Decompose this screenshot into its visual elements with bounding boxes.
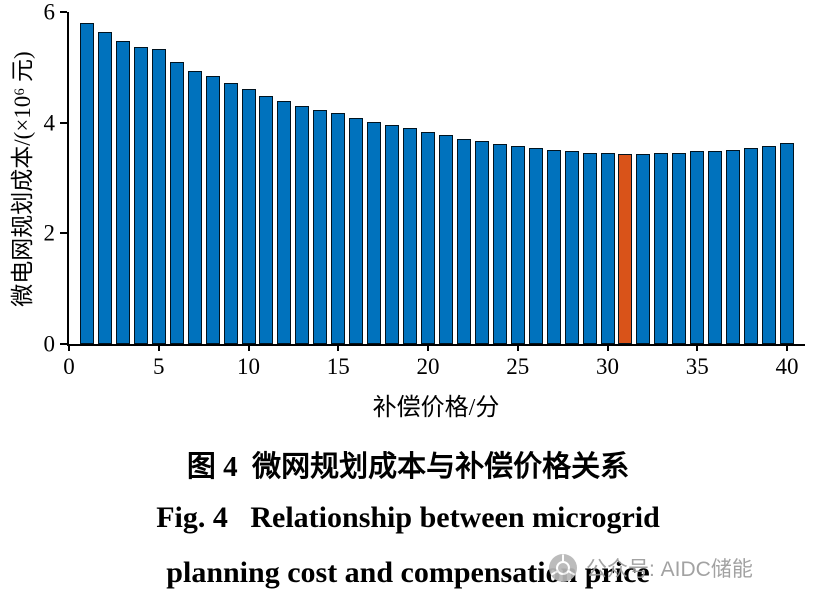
bar	[546, 149, 561, 344]
bar	[277, 101, 292, 344]
x-tick-mark	[696, 344, 699, 351]
bar	[762, 145, 777, 344]
x-tick-mark	[157, 344, 160, 351]
bar	[510, 146, 525, 344]
x-tick-mark	[337, 344, 340, 351]
bar	[600, 153, 615, 344]
x-tick-label: 10	[237, 354, 260, 379]
x-tick-mark	[427, 344, 430, 351]
bar	[672, 152, 687, 344]
bar	[582, 152, 597, 344]
bar	[780, 143, 795, 344]
bar	[654, 153, 669, 344]
bar	[456, 138, 471, 344]
bar	[187, 70, 202, 344]
bar	[313, 109, 328, 344]
x-tick-mark	[516, 344, 519, 351]
bar	[151, 49, 166, 344]
x-tick-label: 15	[326, 354, 350, 379]
bar	[726, 149, 741, 344]
bar	[205, 75, 220, 344]
bar	[636, 153, 651, 344]
y-tick-mark	[60, 11, 67, 13]
x-tick-label: 35	[685, 354, 709, 379]
watermark: 公众号: AIDC储能	[548, 553, 753, 583]
bar	[169, 61, 184, 344]
bar	[97, 32, 112, 344]
x-tick-label: 20	[416, 354, 440, 379]
figure-caption-english-line2: planning cost and compensation price	[166, 556, 650, 589]
y-tick-label: 2	[43, 220, 56, 246]
bar	[690, 151, 705, 344]
x-axis-label: 补偿价格/分	[372, 395, 500, 421]
y-tick-label: 4	[43, 110, 56, 136]
bar	[241, 89, 256, 344]
watermark-text: 公众号: AIDC储能	[586, 558, 753, 581]
bar	[259, 95, 274, 344]
x-tick-label: 25	[506, 354, 530, 379]
bar	[492, 144, 507, 344]
y-tick-mark	[60, 343, 67, 345]
bar	[133, 47, 148, 344]
bar	[223, 83, 238, 344]
bar	[115, 40, 130, 344]
watermark-logo-icon	[549, 554, 577, 582]
x-tick-mark	[247, 344, 250, 351]
bar	[528, 148, 543, 344]
bar	[331, 112, 346, 344]
bar	[421, 132, 436, 344]
x-tick-mark	[606, 344, 609, 351]
figure-caption-english-line1: Fig. 4 Relationship between microgrid	[156, 501, 660, 534]
bar	[438, 135, 453, 344]
bar	[295, 105, 310, 344]
bar-highlighted	[618, 154, 633, 344]
plot-area: 0 5 10 15 20 25 30 35 40 0 2 4 6	[44, 1, 805, 378]
bar	[349, 117, 364, 344]
x-tick-label: 40	[775, 354, 799, 379]
x-tick-label: 5	[153, 354, 165, 379]
x-tick-label: 0	[63, 354, 75, 379]
y-axis-label: 微电网规划成本/(×10⁶ 元)	[10, 51, 35, 307]
bar	[474, 141, 489, 344]
x-tick-mark	[786, 344, 789, 351]
y-tick-label: 0	[43, 331, 56, 357]
bar	[708, 150, 723, 344]
x-tick-label: 30	[596, 354, 620, 379]
y-tick-label: 6	[43, 0, 56, 25]
bar	[403, 128, 418, 344]
y-tick-mark	[60, 121, 67, 124]
x-tick-mark	[68, 344, 70, 351]
bar	[79, 23, 94, 344]
bar	[744, 148, 759, 344]
bar	[367, 121, 382, 344]
y-tick-mark	[60, 232, 67, 235]
bar	[564, 151, 579, 344]
figure-caption-chinese: 图 4 微网规划成本与补偿价格关系	[186, 451, 630, 483]
bar	[385, 124, 400, 344]
